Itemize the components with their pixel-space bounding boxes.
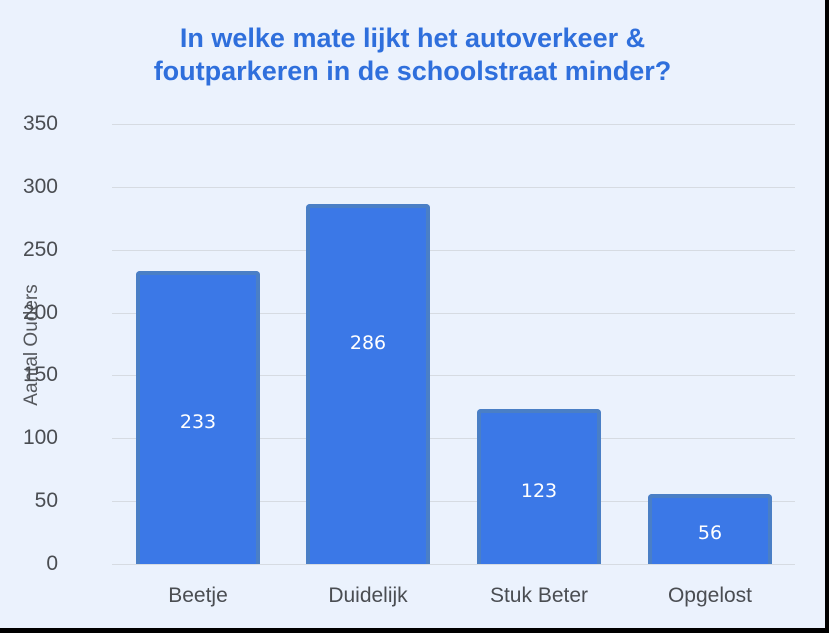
y-tick-300: 300 (22, 174, 58, 198)
gridline-0 (112, 564, 795, 565)
x-tick-label: Duidelijk (328, 584, 408, 607)
chart-title-line-1: In welke mate lijkt het autoverkeer & (179, 23, 646, 53)
gridline-300 (112, 186, 795, 188)
y-tick-0: 0 (46, 552, 58, 575)
x-tick-label: Stuk Beter (489, 584, 589, 607)
x-tick-label: Opgelost (667, 584, 753, 607)
bar: 123 (477, 409, 601, 564)
gridline-150 (112, 375, 795, 377)
y-tick-250: 250 (22, 237, 58, 261)
bar-data-label: 233 (179, 410, 217, 433)
gridline-50 (112, 501, 795, 503)
gridline-350 (112, 124, 795, 125)
y-tick-150: 150 (22, 363, 58, 387)
y-tick-100: 100 (22, 426, 58, 450)
y-tick-50: 50 (34, 489, 58, 513)
x-tick-label: Beetje (168, 584, 228, 607)
y-tick-350: 350 (22, 112, 58, 135)
gridline-250 (112, 249, 795, 251)
bar-data-label: 123 (520, 479, 558, 502)
gridline-100 (112, 438, 795, 440)
bar: 286 (306, 204, 430, 564)
bar: 233 (136, 271, 260, 564)
bar: 56 (648, 493, 772, 564)
plot-area: 350 300 250 200 150 100 50 0 233 286 123… (23, 112, 795, 575)
chart-title-line-2: foutparkeren in de schoolstraat minder? (153, 56, 672, 86)
bar-data-label: 286 (349, 332, 387, 355)
bar-data-label: 56 (697, 521, 723, 544)
gridline-200 (112, 312, 795, 314)
y-tick-200: 200 (22, 300, 58, 324)
chart-title: In welke mate lijkt het autoverkeer & fo… (0, 22, 825, 88)
